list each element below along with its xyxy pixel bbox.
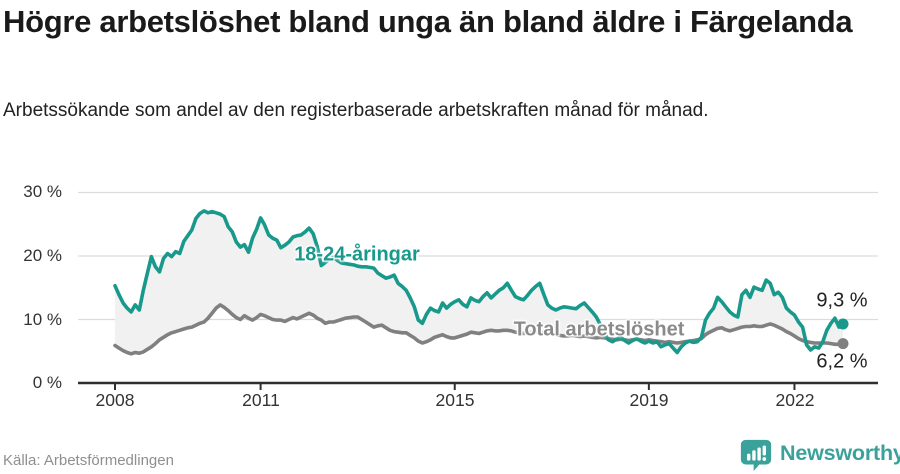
page-title: Högre arbetslöshet bland unga än bland ä… (3, 4, 853, 39)
source-note: Källa: Arbetsförmedlingen (3, 452, 174, 469)
x-tick-label-2019: 2019 (629, 390, 669, 410)
x-tick-label-2008: 2008 (95, 390, 135, 410)
y-tick-label-20: 20 % (23, 246, 62, 265)
x-tick-label-2011: 2011 (242, 390, 280, 410)
newsworthy-chart-bubble-icon (740, 439, 772, 472)
x-tick-label-2015: 2015 (435, 390, 475, 410)
newsworthy-logo: Newsworthy (739, 437, 900, 473)
series-label-young: 18-24-åringar (294, 243, 420, 266)
end-value-label-young: 9,3 % (816, 289, 868, 312)
chart-subtitle: Arbetssökande som andel av den registerb… (3, 100, 709, 121)
series-label-total: Total arbetslöshet (513, 318, 685, 341)
y-tick-label-10: 10 % (23, 310, 62, 329)
line-chart-canvas (78, 191, 878, 390)
brand-name: Newsworthy (780, 441, 900, 465)
y-tick-label-30: 30 % (23, 182, 62, 201)
x-tick-label-2022: 2022 (775, 390, 815, 410)
y-tick-label-0: 0 % (32, 373, 62, 392)
end-value-label-total: 6,2 % (816, 350, 868, 373)
